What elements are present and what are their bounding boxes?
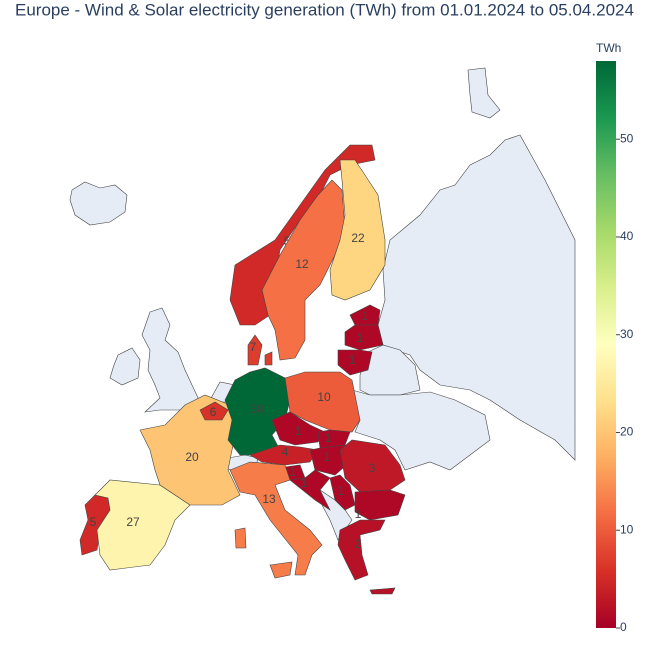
uk xyxy=(141,307,201,413)
value-label: 20 xyxy=(185,450,199,464)
country-shape xyxy=(344,324,384,351)
country xyxy=(261,179,346,361)
value-label: 1 xyxy=(290,465,297,479)
country-shape xyxy=(229,461,323,576)
country xyxy=(229,461,323,579)
value-label: 1 xyxy=(324,450,331,464)
country-shape xyxy=(317,429,351,449)
iceland xyxy=(69,181,128,226)
country xyxy=(247,334,273,366)
country-shape xyxy=(269,561,293,579)
country xyxy=(329,159,386,301)
country-shape xyxy=(199,401,229,421)
map-title: Europe - Wind & Solar electricity genera… xyxy=(15,0,634,19)
value-label: 1 xyxy=(338,484,345,498)
country-shape xyxy=(264,351,273,366)
colorbar-tick-label: 0 xyxy=(620,620,627,634)
country xyxy=(354,489,406,521)
colorbar-tick-label: 40 xyxy=(620,229,634,243)
country-shape xyxy=(349,304,381,326)
value-label: 3 xyxy=(369,461,376,475)
value-label: 13 xyxy=(262,492,276,506)
value-label: 10 xyxy=(317,390,331,404)
ireland xyxy=(109,347,141,386)
country-shape xyxy=(337,519,386,581)
value-label: 7 xyxy=(250,340,257,354)
country-shape xyxy=(247,334,263,366)
country xyxy=(199,401,229,421)
no-data-countries xyxy=(69,67,576,541)
value-label: 22 xyxy=(351,231,365,245)
country xyxy=(337,519,396,595)
country-shape xyxy=(289,469,331,511)
value-label: 2 xyxy=(355,537,362,551)
value-label: 1 xyxy=(355,507,362,521)
colorbar-tick-label: 50 xyxy=(620,131,634,145)
value-label: 1 xyxy=(295,424,302,438)
value-label: 1 xyxy=(325,431,332,445)
country xyxy=(339,439,406,493)
country xyxy=(344,324,384,351)
country-shape xyxy=(339,439,406,493)
country-shape xyxy=(354,489,406,521)
svalbard xyxy=(467,67,501,119)
country-shape xyxy=(337,349,373,376)
country-shape xyxy=(329,159,386,301)
country-shape xyxy=(369,587,396,595)
ukraine xyxy=(351,389,491,471)
country-shape xyxy=(224,367,291,456)
russia xyxy=(377,134,576,461)
value-label: 58 xyxy=(250,402,264,416)
country xyxy=(289,469,331,511)
country xyxy=(224,367,291,456)
colorbar xyxy=(596,61,616,628)
colorbar-title: TWh xyxy=(596,41,621,55)
country-shape xyxy=(261,179,346,361)
colorbar-tick-label: 30 xyxy=(620,327,634,341)
value-label: 1 xyxy=(357,331,364,345)
value-label: 1 xyxy=(362,309,369,323)
country xyxy=(349,304,381,326)
country xyxy=(139,394,241,506)
country-shape xyxy=(139,394,241,506)
country xyxy=(284,371,361,433)
belarus xyxy=(359,344,421,396)
value-label: 27 xyxy=(126,515,140,529)
value-label: 1 xyxy=(301,476,308,490)
colorbar-tick-label: 10 xyxy=(620,522,634,536)
country xyxy=(337,349,373,376)
value-label: 6 xyxy=(210,405,217,419)
country-shape xyxy=(284,371,361,433)
value-label: 5 xyxy=(90,515,97,529)
value-label: 12 xyxy=(295,257,309,271)
value-label: 5 xyxy=(284,234,291,248)
value-label: 1 xyxy=(349,353,356,367)
colorbar-tick-label: 20 xyxy=(620,425,634,439)
country-shape xyxy=(234,527,247,549)
value-label: 4 xyxy=(282,445,289,459)
country xyxy=(317,429,351,449)
